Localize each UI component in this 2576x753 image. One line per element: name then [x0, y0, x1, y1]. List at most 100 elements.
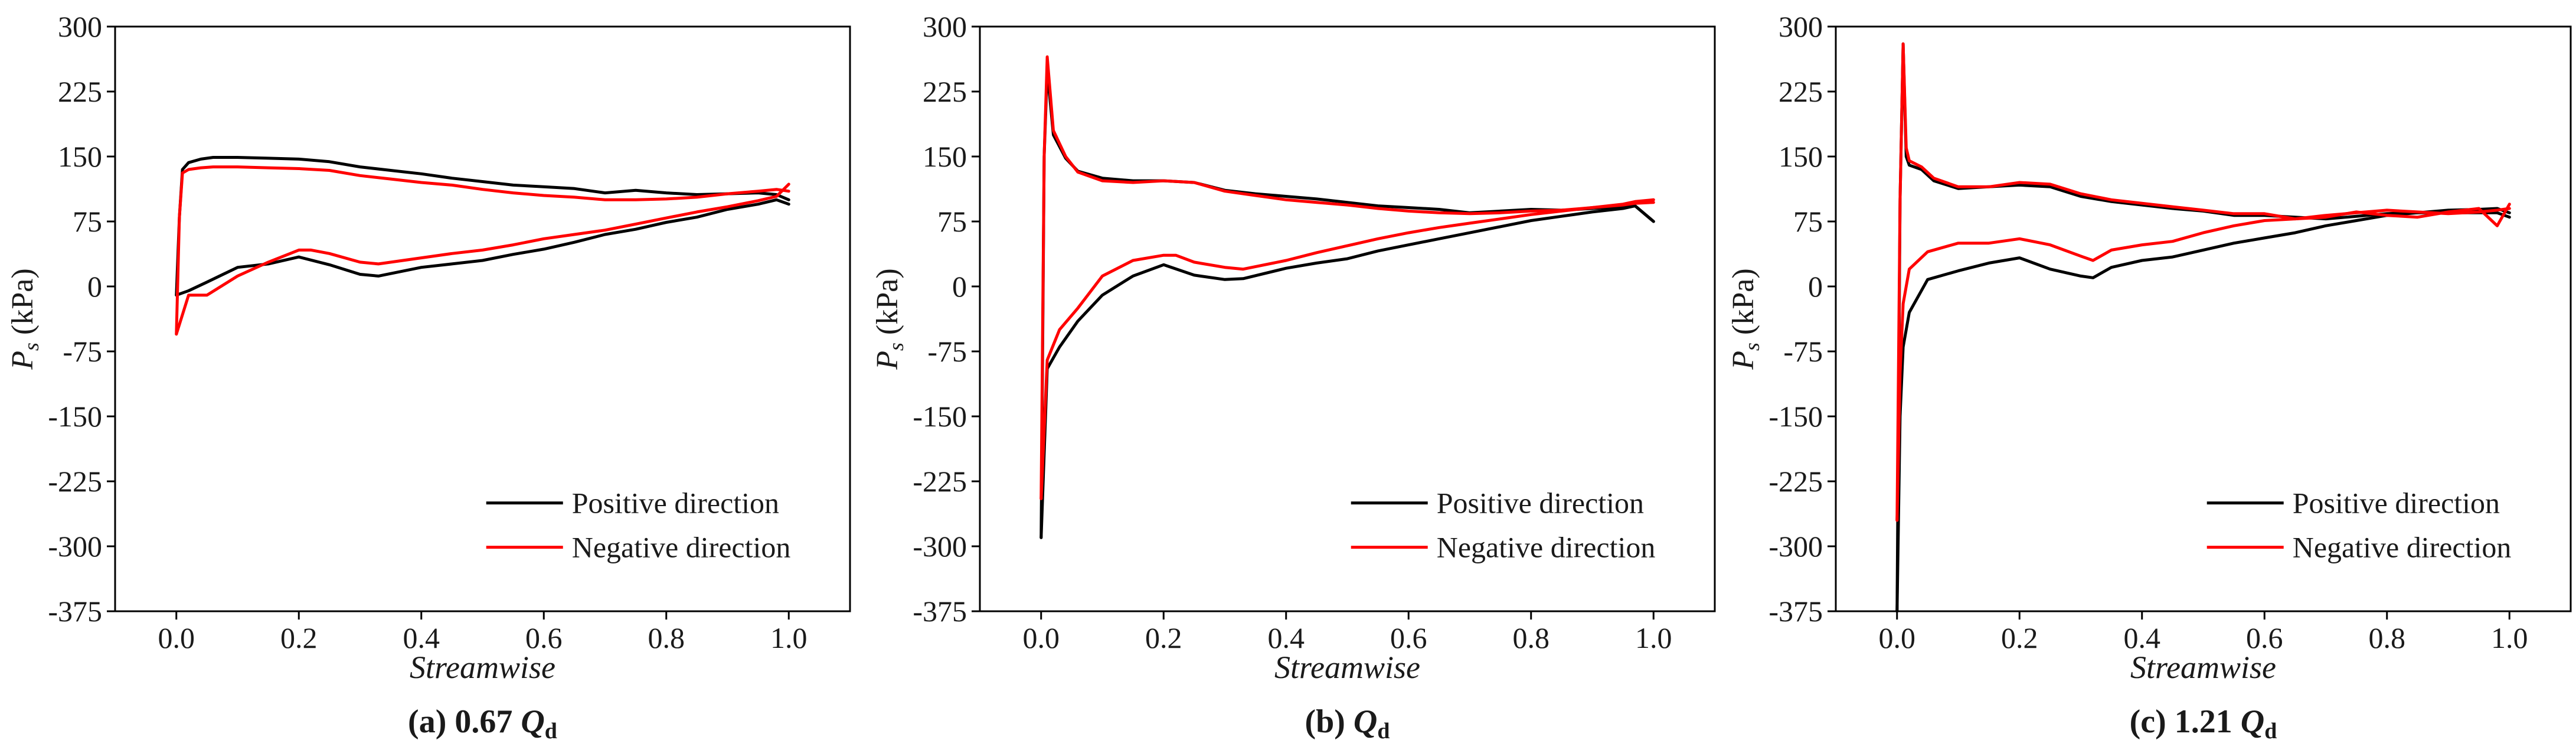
- caption-q: Q: [1354, 703, 1377, 740]
- x-axis-label: Streamwise: [2130, 650, 2276, 685]
- y-tick-label: 150: [923, 140, 967, 173]
- y-tick-label: -375: [1768, 595, 1823, 628]
- legend: Positive direction Negative direction: [2206, 487, 2512, 564]
- y-label-main: P: [1727, 351, 1760, 370]
- y-label-unit: (kPa): [871, 268, 904, 343]
- y-tick-label: -225: [48, 465, 102, 498]
- caption-prefix: (a) 0.67: [408, 703, 512, 740]
- series-line-positive: [1039, 204, 1655, 539]
- y-tick-label: -150: [913, 400, 967, 433]
- y-axis-label: Ps (kPa): [871, 268, 908, 370]
- legend-label: Positive direction: [572, 487, 779, 520]
- legend-label: Negative direction: [572, 531, 791, 564]
- y-label-main: P: [6, 351, 40, 370]
- y-tick-label: 225: [923, 75, 967, 108]
- y-tick-label: -150: [1768, 400, 1823, 433]
- y-tick-label: -75: [1783, 335, 1823, 368]
- series-line-negative: [175, 182, 790, 336]
- series-line-negative: [175, 165, 790, 336]
- legend-label: Negative direction: [2293, 531, 2512, 564]
- series-line-positive: [1039, 68, 1655, 539]
- series-line-negative: [1039, 201, 1655, 500]
- x-tick-label: 0.8: [648, 621, 685, 654]
- x-tick-label: 0.8: [2369, 621, 2406, 654]
- y-tick-label: -300: [1768, 530, 1823, 563]
- panel-caption: (b) Qd: [1305, 703, 1390, 744]
- y-tick-label: 225: [58, 75, 102, 108]
- x-tick-label: 0.0: [1023, 621, 1060, 654]
- legend-label: Positive direction: [2293, 487, 2500, 520]
- plot-frame: [114, 25, 851, 612]
- y-tick-label: 300: [923, 10, 967, 43]
- series-line-positive: [1895, 207, 2511, 613]
- axes-layer: 300 225 150 75 0 -75 -150 -225 -300 -375 0.0 0.2 0.4…: [913, 10, 1672, 654]
- y-tick-label: 225: [1779, 75, 1823, 108]
- series-layer: [175, 156, 790, 336]
- y-tick-label: 0: [1808, 270, 1823, 303]
- x-axis-label: Streamwise: [410, 650, 555, 685]
- x-axis-label: Streamwise: [1274, 650, 1420, 685]
- y-label-sub: s: [884, 343, 908, 351]
- series-line-positive: [1895, 42, 2511, 613]
- y-tick-label: -75: [927, 335, 967, 368]
- x-tick-label: 0.4: [2124, 621, 2161, 654]
- y-label-sub: s: [19, 343, 43, 351]
- x-tick-label: 0.2: [1145, 621, 1182, 654]
- x-tick-label: 0.0: [158, 621, 195, 654]
- x-tick-label: 0.6: [525, 621, 563, 654]
- y-tick-label: -150: [48, 400, 102, 433]
- chart-panel-a: 300 225 150 75 0 -75 -150 -225 -300 -375 0.0 0.2 0.4…: [6, 10, 851, 744]
- caption-q: Q: [521, 703, 544, 740]
- x-tick-label: 0.4: [403, 621, 440, 654]
- y-label-sub: s: [1740, 343, 1764, 351]
- legend-label: Positive direction: [1437, 487, 1644, 520]
- chart-panel-c: 300 225 150 75 0 -75 -150 -225 -300 -375 0.0 0.2 0.4…: [1727, 10, 2572, 744]
- y-tick-label: -375: [48, 595, 102, 628]
- x-tick-label: 0.2: [2001, 621, 2038, 654]
- series-line-negative: [1895, 42, 2511, 522]
- series-layer: [1895, 42, 2511, 613]
- y-tick-label: 150: [1779, 140, 1823, 173]
- caption-sub: d: [545, 719, 557, 744]
- y-tick-label: -225: [913, 465, 967, 498]
- y-tick-label: 75: [73, 205, 102, 238]
- y-tick-label: -300: [48, 530, 102, 563]
- caption-sub: d: [1377, 719, 1390, 744]
- caption-q: Q: [2241, 703, 2264, 740]
- y-tick-label: 300: [1779, 10, 1823, 43]
- y-tick-label: 150: [58, 140, 102, 173]
- x-tick-label: 1.0: [770, 621, 808, 654]
- x-tick-label: 0.0: [1879, 621, 1916, 654]
- caption-sub: d: [2264, 719, 2277, 744]
- x-tick-label: 0.4: [1268, 621, 1305, 654]
- y-axis-label: Ps (kPa): [1727, 268, 1764, 370]
- y-tick-label: 0: [952, 270, 967, 303]
- y-label-unit: (kPa): [6, 268, 40, 343]
- y-tick-label: 75: [1793, 205, 1823, 238]
- x-tick-label: 0.8: [1513, 621, 1550, 654]
- series-line-positive: [175, 198, 790, 297]
- series-layer: [1039, 55, 1655, 539]
- y-tick-label: 0: [87, 270, 102, 303]
- x-tick-label: 0.6: [2246, 621, 2283, 654]
- chart-panel-b: 300 225 150 75 0 -75 -150 -225 -300 -375 0.0 0.2 0.4…: [871, 10, 1716, 744]
- y-tick-label: -375: [913, 595, 967, 628]
- axes-layer: 300 225 150 75 0 -75 -150 -225 -300 -375 0.0 0.2 0.4…: [48, 10, 807, 654]
- x-tick-label: 1.0: [1635, 621, 1672, 654]
- y-label-unit: (kPa): [1727, 268, 1760, 343]
- x-tick-label: 0.6: [1390, 621, 1427, 654]
- plot-frame: [1835, 25, 2572, 612]
- panel-caption: (c) 1.21 Qd: [2130, 703, 2277, 744]
- y-tick-label: -225: [1768, 465, 1823, 498]
- legend: Positive direction Negative direction: [486, 487, 791, 564]
- caption-prefix: (c) 1.21: [2130, 703, 2232, 740]
- x-tick-label: 0.2: [280, 621, 318, 654]
- legend-label: Negative direction: [1437, 531, 1656, 564]
- y-label-main: P: [871, 351, 904, 370]
- plot-frame: [979, 25, 1716, 612]
- y-tick-label: -75: [63, 335, 102, 368]
- y-tick-label: 75: [937, 205, 967, 238]
- x-tick-label: 1.0: [2491, 621, 2528, 654]
- y-tick-label: 300: [58, 10, 102, 43]
